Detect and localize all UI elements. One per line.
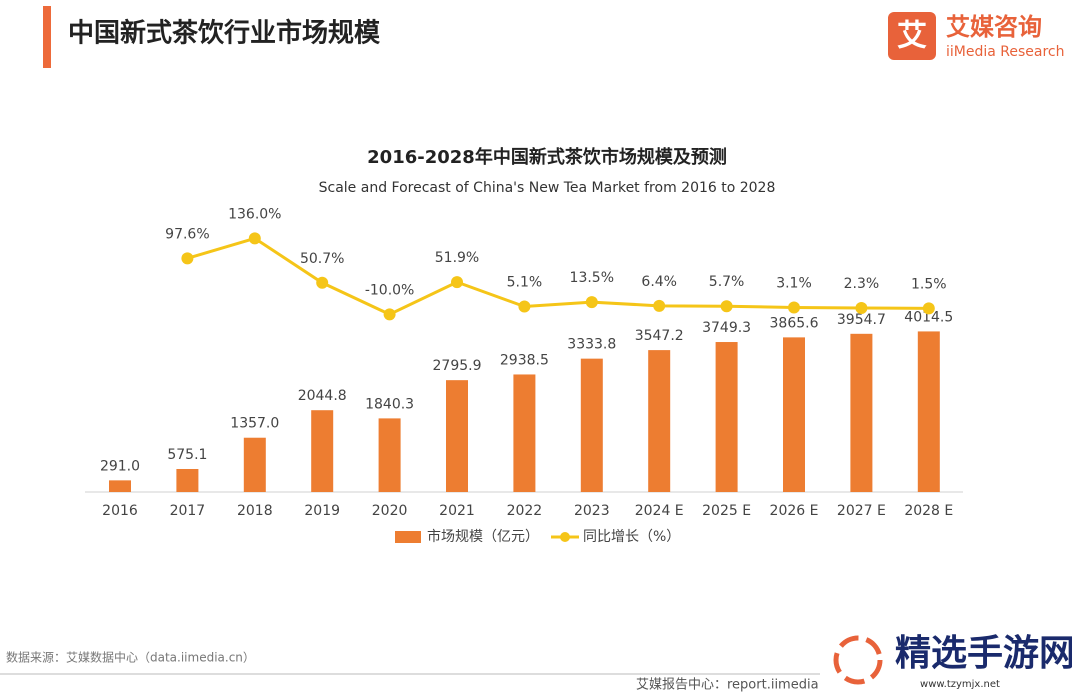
bar-label: 2044.8 (298, 388, 347, 404)
bar (715, 342, 738, 492)
report: 艾媒报告中心：report.iimedia (636, 678, 819, 693)
bar (783, 337, 805, 492)
legend-swatch (395, 531, 421, 543)
bar (378, 418, 401, 492)
bar-label: 1357.0 (230, 416, 279, 432)
line (186, 236, 929, 317)
plot: 2016 2017 2018 2019 2020 2021 2022 2023 2024 E 20… (100, 206, 953, 545)
bar-label: 575.1 (167, 447, 207, 463)
bar-label: 3333.8 (567, 337, 616, 353)
line-label: 2.3% (844, 276, 880, 292)
legend-label: 市场规模（亿元） (427, 528, 539, 545)
page-title: 中国新式茶饮行业市场规模 (68, 18, 381, 49)
bar-label: 3547.2 (635, 328, 684, 344)
line-point (720, 300, 733, 313)
line-point (383, 308, 396, 321)
bar-label: 2938.5 (500, 352, 549, 368)
legend-label: 同比增长（%） (583, 529, 680, 545)
bar (176, 468, 199, 492)
watermark-url: www.tzymjx.net (920, 679, 1000, 690)
title-accent (43, 6, 51, 68)
bar-label: 3865.6 (770, 315, 819, 331)
bar (243, 437, 266, 492)
line-point (518, 300, 531, 313)
line-point (922, 302, 935, 315)
source: 数据来源：艾媒数据中心（data.iimedia.cn） (6, 650, 255, 665)
watermark-icon (833, 635, 883, 685)
bar-label: 1840.3 (365, 396, 414, 412)
watermark: 精选手游网 (895, 633, 1072, 674)
bar (311, 410, 334, 492)
bar (513, 374, 536, 492)
line-point (181, 252, 194, 265)
line-point (451, 276, 463, 289)
logo-mark: 艾 (897, 19, 927, 54)
bar (648, 350, 671, 492)
bar (917, 331, 940, 492)
x-tick-label: 2023 (574, 503, 610, 519)
line-label: 5.7% (709, 274, 745, 290)
chart-subtitle: Scale and Forecast of China's New Tea Ma… (319, 180, 776, 196)
x-tick-label: 2017 (170, 503, 206, 519)
bar-label: 3954.7 (837, 312, 886, 328)
bar (580, 358, 603, 492)
line-label: 13.5% (570, 270, 614, 286)
logo-en: iiMedia Research (946, 44, 1065, 60)
legend-dot (560, 532, 570, 542)
line-point (855, 301, 868, 314)
logo-box (888, 12, 936, 60)
x-tick-label: 2019 (304, 503, 340, 519)
bar-label: 2795.9 (433, 358, 482, 374)
line-label: 50.7% (300, 251, 344, 267)
line-label: 136.0% (228, 206, 281, 222)
x-tick-label: 2022 (507, 503, 543, 519)
bar-label: 4014.5 (904, 309, 953, 325)
line-point (585, 296, 598, 309)
line-label: 97.6% (165, 226, 209, 242)
x-tick-label: 2025 E (702, 503, 751, 519)
logo-cn: 艾媒咨询 (946, 13, 1042, 41)
line-label: 5.1% (507, 275, 543, 291)
line-point (653, 299, 666, 312)
bar (109, 480, 131, 492)
line-point (788, 301, 800, 314)
line-point (248, 232, 261, 245)
line-label: 3.1% (776, 276, 812, 292)
x-tick-label: 2027 E (837, 503, 886, 519)
bar (850, 333, 873, 492)
line-label: 51.9% (435, 250, 479, 266)
line-label: 1.5% (911, 276, 947, 292)
x-tick-label: 2020 (372, 503, 408, 519)
x-tick-label: 2026 E (770, 503, 819, 519)
line-point (316, 276, 329, 289)
bar-label: 3749.3 (702, 320, 751, 336)
bar-label: 291.0 (100, 458, 140, 474)
bar (446, 380, 468, 492)
x-tick-label: 2021 (439, 503, 475, 519)
x-tick-label: 2018 (237, 503, 273, 519)
x-tick-label: 2024 E (635, 503, 684, 519)
line-label: -10.0% (365, 282, 415, 298)
line-label: 6.4% (641, 274, 677, 290)
x-tick-label: 2016 (102, 503, 138, 519)
x-tick-label: 2028 E (904, 503, 953, 519)
chart-title: 2016-2028年中国新式茶饮市场规模及预测 (367, 146, 727, 168)
